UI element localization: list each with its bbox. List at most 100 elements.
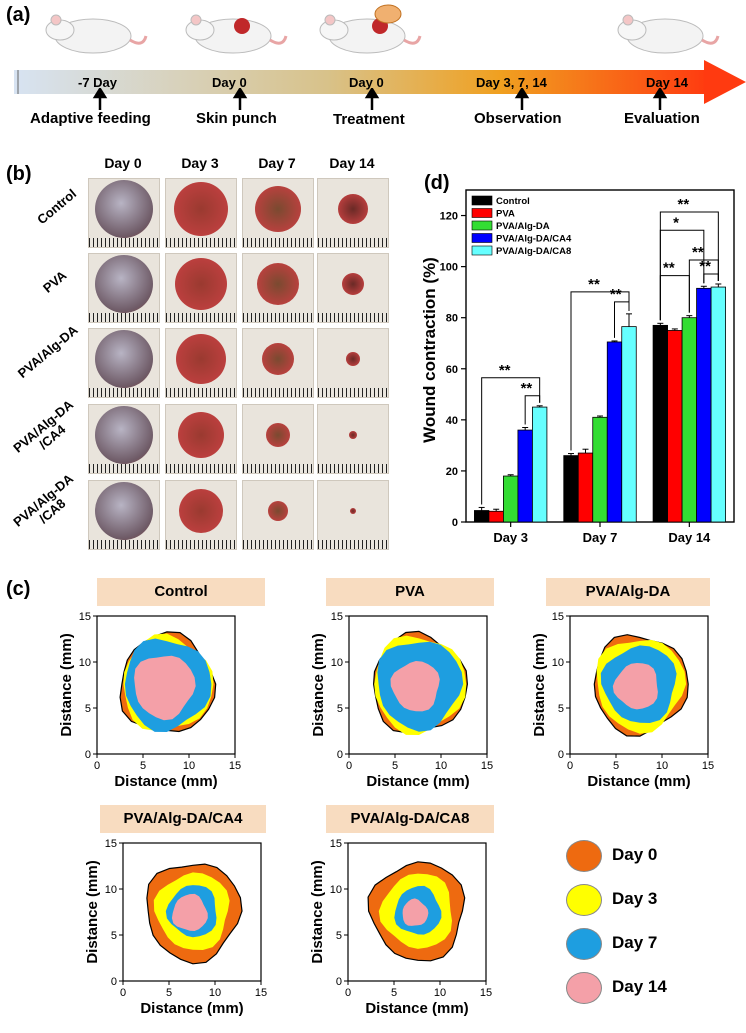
wound-map-plot: 00 5 5 10 10 15 15 Distance (mm) Distance (mm) [84, 838, 267, 1017]
photo-col-day3: Day 3 [181, 155, 219, 171]
y-tick-label: 120 [440, 211, 458, 223]
significance-marker: ** [663, 260, 675, 277]
wound-photo [165, 480, 237, 550]
y-tick-label: 10 [552, 657, 564, 669]
bar [488, 510, 504, 523]
x-tick-label: 10 [434, 987, 446, 999]
wound-photo [88, 404, 160, 474]
x-tick-label: 0 [346, 760, 352, 772]
map-xlabel: Distance (mm) [140, 1000, 243, 1017]
rat-illustration-1 [45, 14, 148, 54]
wound-spot [262, 343, 294, 375]
timeline-arrow [14, 60, 746, 104]
rat-illustration-2 [185, 14, 288, 54]
panel-c-label: (c) [6, 578, 31, 600]
map-frame [569, 615, 709, 755]
wound-spot [95, 180, 153, 238]
wound-region [390, 661, 440, 712]
significance-bracket [659, 275, 690, 321]
wound-spot [174, 182, 228, 236]
significance-bracket [703, 273, 719, 284]
panel-d-label: (d) [424, 172, 450, 194]
x-tick-label: 0 [345, 987, 351, 999]
wound-photo [165, 328, 237, 398]
map-title: Control [97, 578, 265, 606]
map-ylabel: Distance (mm) [310, 633, 327, 736]
map-frame [122, 842, 262, 982]
bar [474, 510, 490, 523]
wound-photo [165, 178, 237, 248]
map-xlabel: Distance (mm) [587, 773, 690, 790]
map-xlabel: Distance (mm) [114, 773, 217, 790]
timeline-day-2: Day 0 [212, 75, 247, 90]
y-tick-label: 0 [558, 749, 564, 761]
x-tick-label: 10 [656, 760, 668, 772]
y-tick-label: 10 [331, 657, 343, 669]
panel-b-label: (b) [6, 163, 32, 185]
significance-marker: ** [521, 380, 533, 397]
legend-swatch [471, 245, 493, 256]
map-frame [348, 615, 488, 755]
ruler-scale [89, 313, 159, 322]
y-tick-label: 15 [331, 611, 343, 623]
y-tick-label: 100 [440, 262, 458, 274]
map-xlabel: Distance (mm) [365, 1000, 468, 1017]
ruler-scale [89, 464, 159, 473]
ruler-scale [243, 313, 313, 322]
y-tick-label: 5 [336, 930, 342, 942]
x-tick-label: 5 [140, 760, 146, 772]
y-tick-label: 5 [558, 703, 564, 715]
y-tick-label: 0 [111, 976, 117, 988]
x-tick-label: Day 7 [583, 530, 618, 545]
legend-label: Control [496, 196, 530, 207]
significance-marker: ** [692, 244, 704, 261]
legend-label: Day 7 [612, 933, 658, 952]
wound-spot [95, 330, 153, 388]
photo-row-ca4: PVA/Alg-DA /CA4 [10, 396, 77, 456]
legend-label: Day 14 [612, 977, 667, 996]
significance-marker: ** [677, 196, 689, 213]
ruler-scale [166, 238, 236, 247]
y-tick-label: 15 [552, 611, 564, 623]
wound-region [134, 655, 196, 721]
wound-photo [242, 178, 314, 248]
x-tick-label: 10 [183, 760, 195, 772]
legend-label: PVA/Alg-DA [496, 221, 550, 232]
bar [681, 317, 697, 523]
legend-dot [566, 884, 602, 916]
bar [592, 416, 608, 523]
wound-photo [242, 328, 314, 398]
wound-map-plot: 00 5 5 10 10 15 15 Distance (mm) Distance (mm) [310, 611, 493, 790]
wound-photo [88, 480, 160, 550]
wound-spot [268, 501, 288, 521]
wound-photo [88, 178, 160, 248]
x-tick-label: 15 [481, 760, 493, 772]
photo-col-day7: Day 7 [258, 155, 296, 171]
x-tick-label: 5 [391, 987, 397, 999]
y-tick-label: 5 [85, 703, 91, 715]
y-tick-label: 0 [452, 517, 458, 529]
y-tick-label: 80 [446, 313, 458, 325]
bar [667, 330, 683, 523]
x-tick-label: 10 [209, 987, 221, 999]
map-title: PVA/Alg-DA/CA8 [326, 805, 494, 833]
significance-marker: ** [610, 286, 622, 303]
photo-row-control: Control [34, 186, 80, 228]
wound-photo [317, 178, 389, 248]
y-tick-label: 0 [336, 976, 342, 988]
wound-region [612, 663, 658, 710]
ruler-scale [243, 388, 313, 397]
timeline-pointers [92, 88, 668, 110]
legend-label: PVA [496, 209, 515, 220]
timeline-day-4: Day 3, 7, 14 [476, 75, 547, 90]
photo-col-day0: Day 0 [104, 155, 142, 171]
y-tick-label: 5 [337, 703, 343, 715]
wound-spot [255, 186, 301, 232]
photo-col-day14: Day 14 [329, 155, 375, 171]
y-tick-label: 0 [337, 749, 343, 761]
map-ylabel: Distance (mm) [531, 633, 548, 736]
y-tick-label: 15 [330, 838, 342, 850]
x-tick-label: 15 [480, 987, 492, 999]
wound-spot [342, 273, 364, 295]
